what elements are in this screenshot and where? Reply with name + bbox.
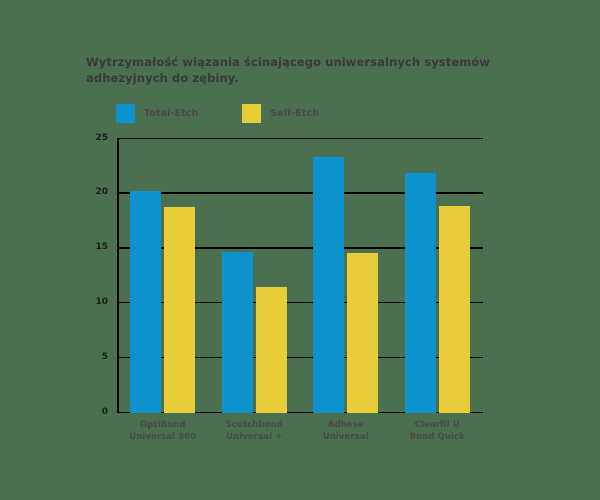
gridline: 20 — [95, 187, 483, 197]
y-tick-label: 0 — [101, 406, 108, 417]
bar-group — [300, 139, 392, 413]
legend-label: Total-Etch — [144, 108, 199, 119]
bar[interactable] — [130, 190, 162, 413]
x-axis-labels: OptiBond Universal 360 Scotchbond Univers… — [117, 419, 483, 443]
y-axis-line — [117, 139, 119, 413]
bar[interactable] — [255, 286, 287, 413]
y-tick-label: 20 — [95, 187, 108, 198]
bar-group — [392, 139, 484, 413]
chart-title: Wytrzymałość wiązania ścinającego uniwer… — [86, 55, 491, 85]
y-tick-label: 5 — [101, 351, 108, 362]
bar[interactable] — [164, 206, 196, 413]
x-axis-label: Clearfil U Bond Quick — [409, 420, 465, 442]
bar[interactable] — [313, 156, 345, 413]
gridline: 0 — [102, 407, 483, 417]
gridline: 10 — [95, 297, 483, 307]
x-axis-label: Scotchbond Universal + — [225, 420, 283, 442]
bar[interactable] — [438, 205, 470, 413]
legend-swatch-icon — [116, 104, 135, 123]
y-tick-label: 15 — [95, 242, 108, 253]
legend-swatch-icon — [242, 104, 262, 123]
chart-legend: Total-Etch Self-Etch — [116, 104, 319, 123]
bar[interactable] — [404, 172, 436, 413]
plot-area: 0 5 10 15 20 25 — [95, 133, 483, 417]
bar[interactable] — [347, 252, 379, 413]
gridline: 5 — [102, 352, 483, 362]
legend-item-total-etch: Total-Etch — [116, 104, 198, 123]
y-tick-label: 10 — [95, 296, 108, 307]
legend-label: Self-Etch — [270, 108, 320, 119]
gridline: 25 — [95, 133, 483, 143]
bar[interactable] — [221, 251, 253, 413]
x-axis-label: OptiBond Universal 360 — [129, 420, 197, 442]
bar-group — [117, 139, 209, 413]
bars-layer — [117, 139, 483, 413]
gridline: 15 — [95, 242, 483, 252]
legend-item-self-etch: Self-Etch — [242, 104, 319, 123]
x-axis-label: Adhese Universal — [322, 420, 369, 442]
y-tick-label: 25 — [95, 132, 108, 143]
bar-group — [209, 139, 301, 413]
